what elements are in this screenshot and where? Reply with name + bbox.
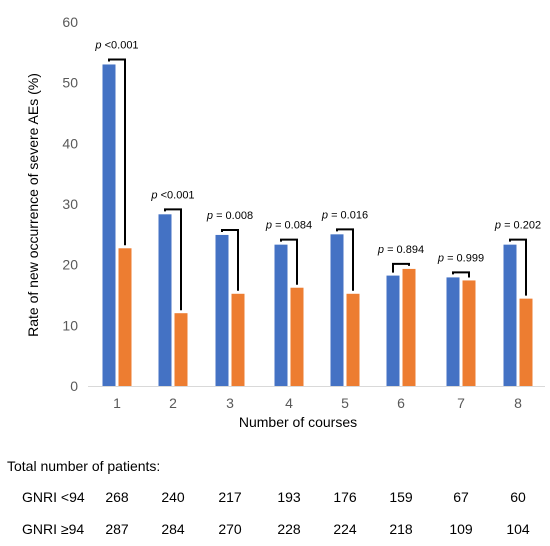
table-cell: 287: [105, 521, 129, 537]
bar-gnri-high: [346, 293, 360, 386]
table-cell: 240: [161, 489, 185, 505]
row-label: GNRI ≥94: [22, 521, 85, 537]
bar-gnri-high: [519, 298, 533, 386]
table-row-gnri-high: GNRI ≥94 287 284 270 228 224 218 109 104: [0, 521, 550, 541]
x-axis-ticks: 1 2 3 4 5 6 7 8: [113, 395, 522, 411]
x-tick-label: 5: [341, 395, 349, 411]
table-cell: 109: [449, 521, 473, 537]
bar-gnri-low: [446, 277, 460, 386]
bar-gnri-high: [231, 293, 245, 386]
p-value-label: p = 0.016: [321, 209, 368, 221]
bar-gnri-high: [462, 280, 476, 386]
table-cell: 284: [161, 521, 185, 537]
p-value-brackets: p <0.001 p <0.001 p = 0.008 p = 0.084 p = 0.…: [94, 39, 541, 311]
x-tick-label: 2: [169, 395, 177, 411]
p-value-label: p = 0.999: [437, 252, 484, 264]
p-value-label: p = 0.202: [494, 220, 541, 232]
bar-gnri-low: [158, 214, 172, 386]
p-value-bracket: [280, 238, 298, 285]
row-label: GNRI <94: [22, 489, 85, 505]
y-axis-title: Rate of new occurrence of severe AEs (%): [25, 73, 41, 337]
p-value-label: p = 0.084: [265, 220, 312, 232]
y-tick-label: 30: [62, 196, 78, 212]
bar-gnri-low: [102, 64, 116, 386]
x-tick-label: 4: [285, 395, 293, 411]
p-value-bracket: [108, 58, 126, 246]
p-value-bracket: [221, 228, 239, 291]
table-row-gnri-low: GNRI <94 268 240 217 193 176 159 67 60: [0, 489, 550, 509]
p-value-bracket: [452, 271, 470, 278]
bar-gnri-low: [274, 244, 288, 386]
y-axis-ticks: 0 10 20 30 40 50 60: [62, 14, 78, 394]
x-tick-label: 3: [226, 395, 234, 411]
x-tick-label: 8: [514, 395, 522, 411]
p-value-label: p = 0.008: [206, 210, 253, 222]
bar-gnri-high: [174, 313, 188, 386]
table-cell: 268: [105, 489, 129, 505]
p-value-bracket: [509, 238, 527, 296]
x-axis-title: Number of courses: [239, 414, 357, 430]
p-value-label: p = 0.894: [377, 244, 424, 256]
bars: [102, 64, 533, 386]
x-tick-label: 7: [457, 395, 465, 411]
x-tick-label: 1: [113, 395, 121, 411]
y-tick-label: 60: [62, 14, 78, 30]
y-tick-label: 40: [62, 135, 78, 151]
bar-gnri-high: [118, 248, 132, 386]
bar-gnri-high: [290, 287, 304, 386]
table-cell: 270: [218, 521, 242, 537]
y-tick-label: 10: [62, 317, 78, 333]
p-value-bracket: [164, 208, 182, 311]
table-cell: 218: [389, 521, 413, 537]
table-cell: 159: [389, 489, 413, 505]
table-cell: 67: [453, 489, 469, 505]
x-tick-label: 6: [397, 395, 405, 411]
bar-gnri-low: [386, 275, 400, 386]
p-value-label: p <0.001: [150, 189, 194, 201]
p-value-label: p <0.001: [94, 39, 138, 51]
y-tick-label: 0: [70, 378, 78, 394]
y-tick-label: 20: [62, 257, 78, 273]
table-cell: 104: [506, 521, 530, 537]
p-value-bracket: [392, 262, 410, 273]
table-cell: 217: [218, 489, 242, 505]
table-cell: 193: [277, 489, 301, 505]
table-cell: 224: [333, 521, 357, 537]
p-value-bracket: [336, 228, 354, 291]
table-title: Total number of patients:: [7, 458, 161, 474]
bar-gnri-low: [215, 234, 229, 386]
bar-gnri-high: [402, 268, 416, 386]
y-tick-label: 50: [62, 75, 78, 91]
table-cell: 176: [333, 489, 357, 505]
table-cell: 228: [277, 521, 301, 537]
bar-gnri-low: [503, 244, 517, 386]
table-cell: 60: [510, 489, 526, 505]
bar-gnri-low: [330, 234, 344, 386]
